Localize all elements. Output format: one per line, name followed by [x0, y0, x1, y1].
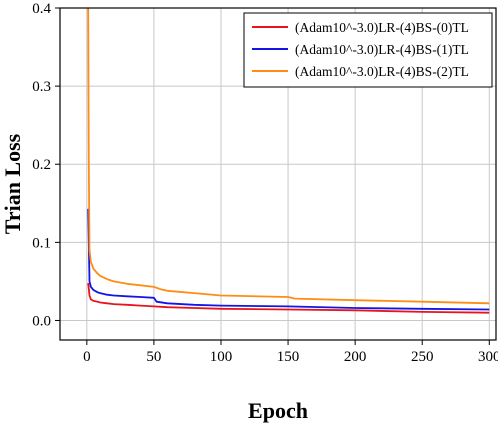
y-tick-label: 0.1	[32, 235, 51, 251]
y-tick-label: 0.3	[32, 79, 51, 95]
x-tick-label: 300	[478, 349, 498, 365]
x-tick-label: 150	[277, 349, 300, 365]
y-tick-label: 0.2	[32, 157, 51, 173]
y-tick-label: 0.0	[32, 313, 51, 329]
x-tick-label: 250	[411, 349, 434, 365]
series-line-2	[87, 8, 490, 305]
series-line-1	[87, 208, 490, 311]
y-axis-ticks: 0.0 0.1 0.2 0.3 0.4	[32, 1, 60, 329]
x-tick-label: 200	[344, 349, 367, 365]
legend-label-2: (Adam10^-3.0)LR-(4)BS-(2)TL	[295, 64, 469, 79]
x-tick-label: 100	[210, 349, 233, 365]
series-line-0	[87, 282, 490, 314]
x-axis-title: Epoch	[248, 398, 308, 423]
y-axis-title: Trian Loss	[0, 133, 25, 234]
legend-label-1: (Adam10^-3.0)LR-(4)BS-(1)TL	[295, 42, 469, 57]
y-tick-label: 0.4	[32, 1, 51, 17]
x-tick-label: 50	[146, 349, 161, 365]
legend-label-0: (Adam10^-3.0)LR-(4)BS-(0)TL	[295, 20, 469, 35]
x-axis-ticks: 0 50 100 150 200 250 300	[83, 340, 498, 365]
legend: (Adam10^-3.0)LR-(4)BS-(0)TL (Adam10^-3.0)…	[243, 12, 493, 88]
x-tick-label: 0	[83, 349, 91, 365]
series-lines	[87, 8, 490, 314]
plot-frame	[59, 7, 497, 341]
